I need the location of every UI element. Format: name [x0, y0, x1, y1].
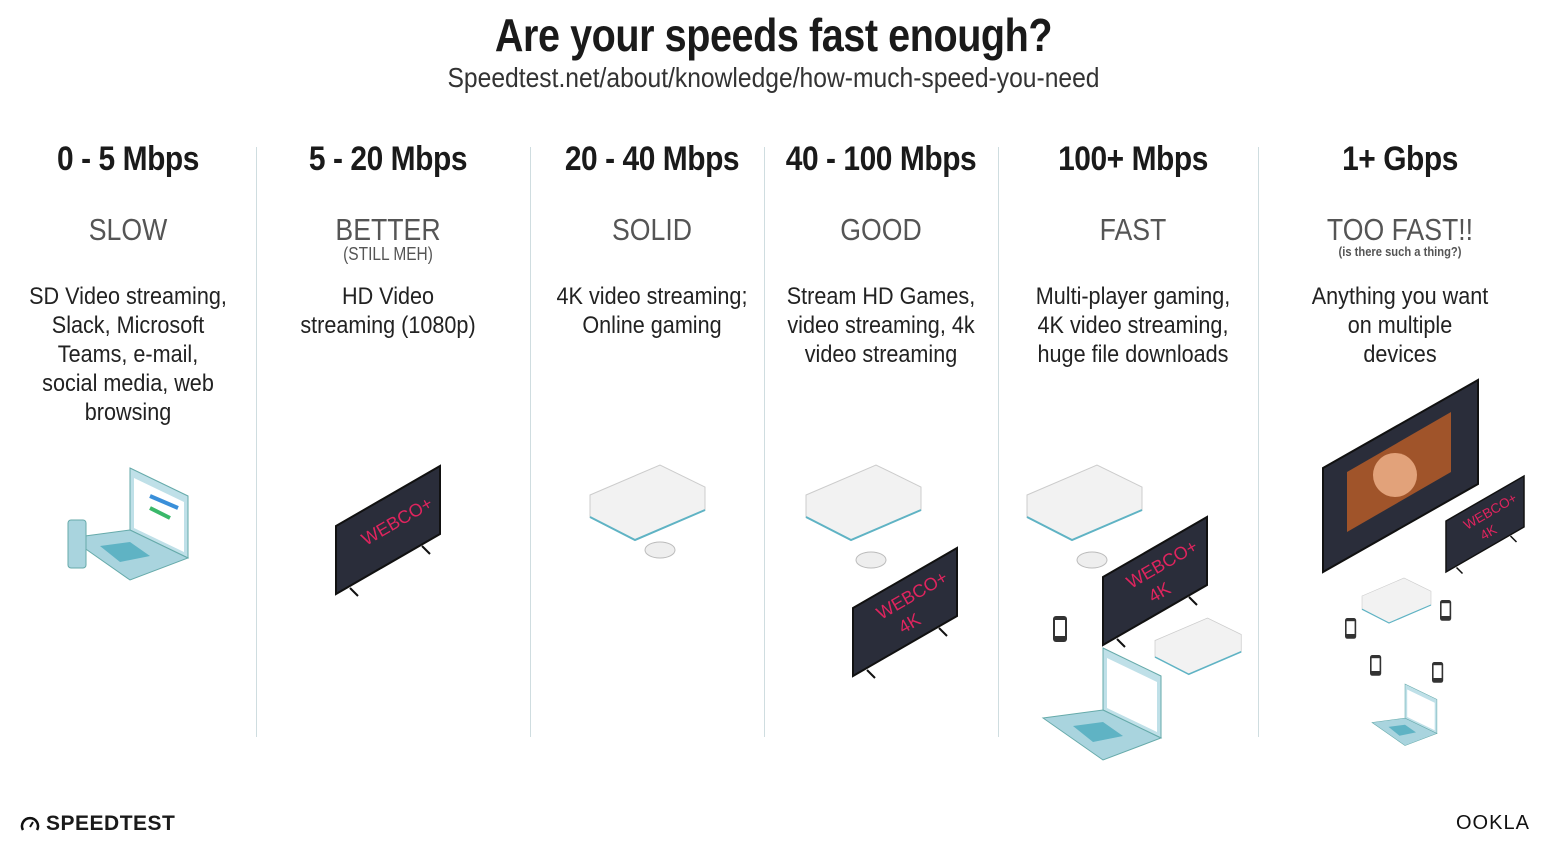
tier-label: GOOD	[840, 212, 922, 247]
console-icon	[1026, 464, 1143, 569]
ookla-logo: OOKLA	[1456, 812, 1530, 834]
tier-range: 100+ Mbps	[1058, 140, 1208, 178]
tier-range: 40 - 100 Mbps	[785, 140, 977, 178]
tier-label: SOLID	[611, 212, 693, 247]
divider	[998, 147, 999, 737]
laptop-icon	[1042, 647, 1162, 761]
tier-solid: 20 - 40 Mbps SOLID 4K video streaming; O…	[530, 140, 774, 340]
divider	[1258, 147, 1259, 737]
tier-good: 40 - 100 Mbps GOOD Stream HD Games, vide…	[764, 140, 998, 369]
tier-description: Multi-player gaming, 4K video streaming,…	[1035, 283, 1231, 368]
tier-label: FAST	[1099, 212, 1167, 247]
tier-description: HD Video streaming (1080p)	[300, 283, 476, 339]
tier-label: SLOW	[88, 212, 168, 247]
phone-icon	[1440, 600, 1452, 621]
tier-label: TOO FAST!!	[1326, 212, 1474, 247]
tier-note: (STILL MEH)	[343, 244, 433, 264]
tier-description: Anything you want on multiple devices	[1311, 283, 1489, 368]
big-tv-icon	[1322, 378, 1479, 574]
tier-label: BETTER	[335, 212, 441, 247]
phone-icon	[1053, 616, 1067, 642]
speedtest-logo: SPEEDTEST	[20, 812, 175, 836]
phone-icon	[1432, 662, 1444, 683]
divider	[256, 147, 257, 737]
tier-range: 20 - 40 Mbps	[564, 140, 740, 178]
page-title: Are your speeds fast enough?	[494, 9, 1053, 61]
divider	[530, 147, 531, 737]
source-url: Speedtest.net/about/knowledge/how-much-s…	[447, 62, 1100, 93]
phone-icon	[1370, 655, 1382, 676]
tier-range: 5 - 20 Mbps	[308, 140, 468, 178]
laptop-icon	[1371, 683, 1438, 746]
tier-range: 0 - 5 Mbps	[57, 140, 199, 178]
phone-icon	[1345, 618, 1357, 639]
tier-slow: 0 - 5 Mbps SLOW SD Video streaming, Slac…	[0, 140, 256, 427]
tier-range: 1+ Gbps	[1342, 140, 1458, 178]
console-icon	[1154, 617, 1242, 675]
tier-fast: 100+ Mbps FAST Multi-player gaming, 4K v…	[1008, 140, 1258, 369]
console-icon	[805, 464, 922, 569]
tier-better: 5 - 20 Mbps BETTER (STILL MEH) HD Video …	[256, 140, 520, 340]
speedtest-wordmark: SPEEDTEST	[46, 812, 176, 835]
svg-text:4K: 4K	[1478, 522, 1500, 543]
console-icon	[589, 464, 706, 559]
tv-icon: WEBCO+	[335, 465, 441, 597]
laptop-icon	[67, 467, 189, 581]
tier-too-fast: 1+ Gbps TOO FAST!! (is there such a thin…	[1270, 140, 1530, 369]
gauge-icon	[20, 816, 40, 831]
tier-description: 4K video streaming; Online gaming	[556, 283, 748, 339]
divider	[764, 147, 765, 737]
tier-description: Stream HD Games, video streaming, 4k vid…	[786, 283, 976, 368]
console-icon	[1361, 577, 1432, 624]
tier-description: SD Video streaming, Slack, Microsoft Tea…	[29, 283, 227, 426]
tier-note: (is there such a thing?)	[1338, 244, 1462, 259]
